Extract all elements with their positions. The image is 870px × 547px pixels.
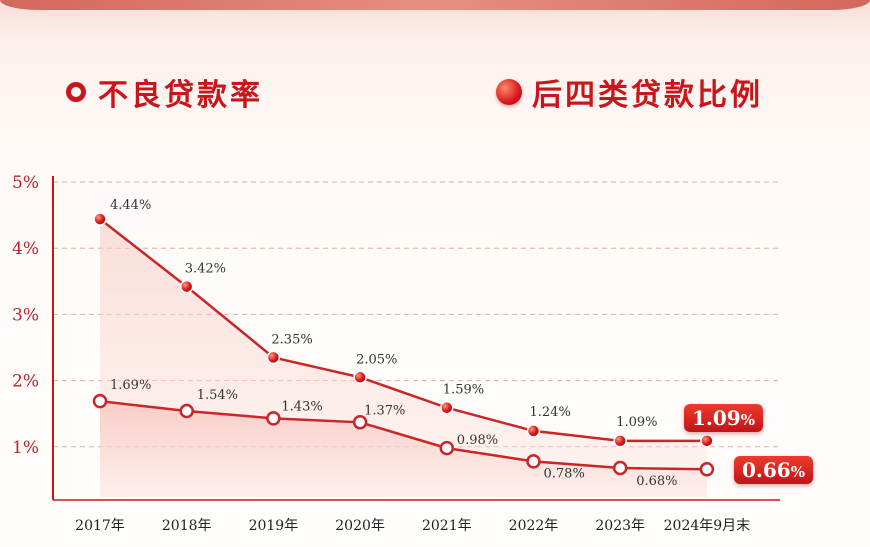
- y-tick-label: 4%: [12, 239, 39, 259]
- x-tick-label: 2022年: [509, 518, 559, 534]
- special-mention-data-label: 1.09%: [616, 415, 657, 430]
- legend-special-mention: 后四类贷款比例: [496, 70, 763, 114]
- npl-point: [439, 440, 455, 456]
- hollow-ring-icon: [66, 82, 86, 102]
- npl-point: [266, 411, 281, 426]
- y-tick-label: 2%: [12, 372, 39, 392]
- x-tick-label: 2021年: [422, 518, 472, 534]
- npl-point: [612, 460, 628, 476]
- npl-data-label: 1.54%: [197, 388, 238, 403]
- npl-point: [526, 454, 541, 469]
- npl-point: [699, 462, 715, 477]
- npl-area: [100, 401, 707, 497]
- special-mention-point: [353, 370, 367, 385]
- npl-data-label: 0.78%: [544, 466, 585, 481]
- special-mention-callout-percent: %: [740, 411, 755, 429]
- npl-data-label: 1.37%: [364, 403, 405, 418]
- npl-point: [92, 393, 108, 409]
- special-mention-data-label: 3.42%: [185, 262, 226, 277]
- npl-callout-value: 0.66: [742, 458, 791, 482]
- npl-point: [352, 415, 368, 430]
- special-mention-data-label: 1.24%: [530, 405, 571, 420]
- npl-data-label: 0.68%: [636, 474, 677, 489]
- x-tick-label: 2020年: [335, 518, 385, 534]
- x-tick-label: 2019年: [249, 518, 299, 534]
- legend-npl: 不良贷款率: [66, 70, 263, 114]
- y-tick-label: 3%: [12, 305, 39, 325]
- y-tick-label: 1%: [12, 438, 39, 458]
- special-mention-data-label: 2.35%: [271, 332, 312, 347]
- npl-callout-percent: %: [790, 463, 805, 481]
- y-tick-label: 5%: [12, 173, 39, 193]
- legend-npl-label: 不良贷款率: [98, 78, 263, 113]
- npl-line: [99, 399, 707, 471]
- special-mention-point: [93, 212, 107, 226]
- filled-dot-icon: [496, 79, 522, 105]
- special-mention-data-label: 4.44%: [110, 198, 151, 213]
- special-mention-data-label: 2.05%: [356, 352, 397, 367]
- npl-data-label: 1.43%: [281, 399, 322, 414]
- legend-special-mention-label: 后四类贷款比例: [532, 78, 763, 113]
- special-mention-point: [266, 350, 281, 365]
- special-mention-point: [613, 434, 627, 448]
- x-tick-label: 2023年: [595, 518, 645, 534]
- npl-data-label: 1.69%: [110, 378, 151, 393]
- special-mention-callout-value: 1.09: [692, 406, 741, 430]
- npl-data-label: 0.98%: [457, 433, 498, 448]
- special-mention-data-label: 1.59%: [443, 383, 484, 398]
- npl-point: [179, 403, 194, 419]
- special-mention-line: [99, 218, 707, 443]
- x-tick-label: 2024年9月末: [664, 518, 751, 534]
- special-mention-point: [700, 434, 714, 448]
- npl-callout: 0.66%: [734, 456, 813, 484]
- special-mention-point: [179, 279, 194, 294]
- x-tick-label: 2017年: [75, 518, 125, 534]
- special-mention-callout: 1.09%: [684, 404, 763, 432]
- special-mention-point: [440, 400, 454, 415]
- special-mention-point: [526, 424, 541, 438]
- x-tick-label: 2018年: [162, 518, 212, 534]
